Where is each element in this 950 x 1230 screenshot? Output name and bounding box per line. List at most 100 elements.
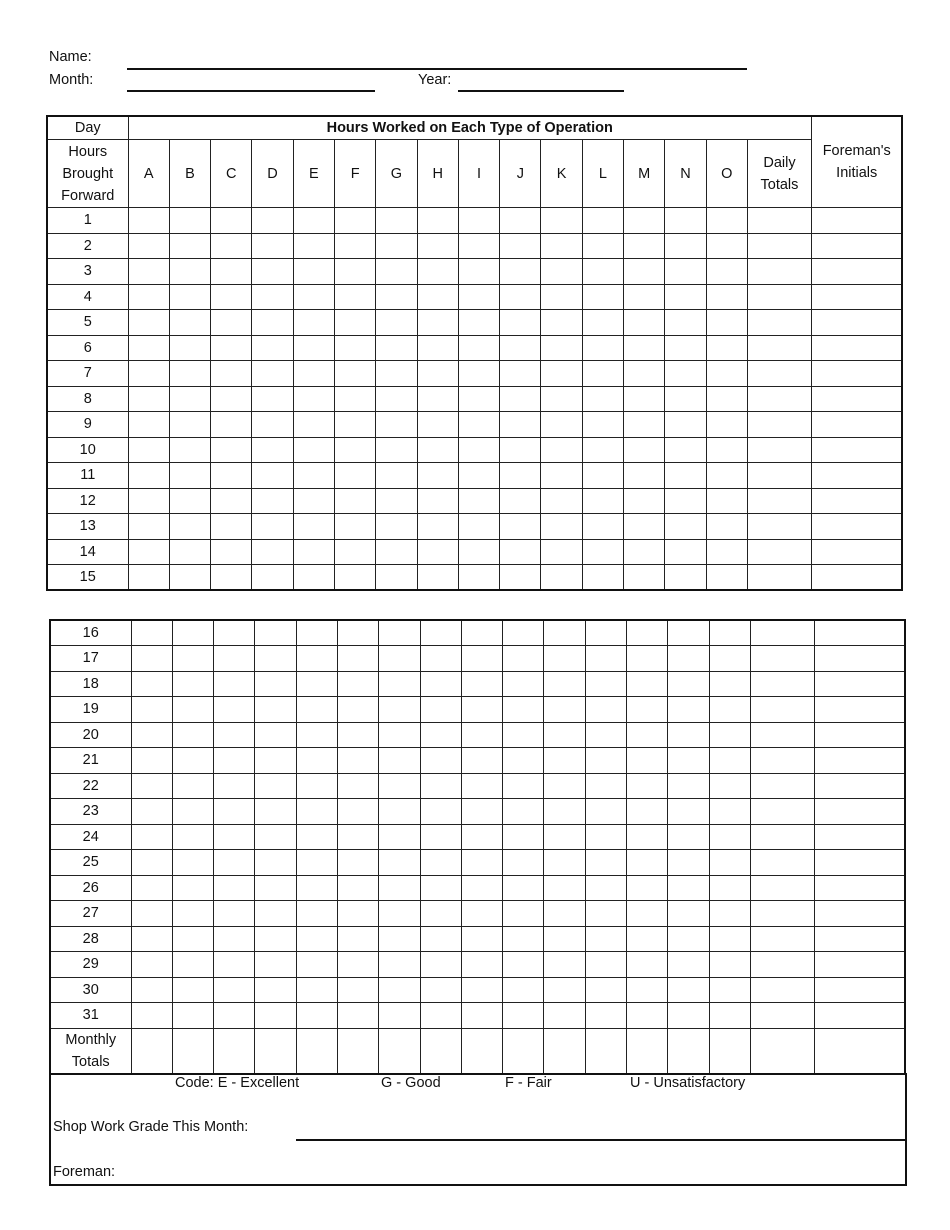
daily-total-cell[interactable]	[749, 925, 815, 952]
hours-cell-h[interactable]	[416, 360, 459, 387]
hours-cell-c[interactable]	[210, 462, 253, 489]
hours-cell-c[interactable]	[210, 360, 253, 387]
hours-cell-i[interactable]	[457, 538, 501, 565]
shop-grade-field[interactable]	[296, 1139, 905, 1141]
hours-cell-n[interactable]	[664, 258, 707, 285]
hours-cell-f[interactable]	[333, 309, 377, 336]
hours-cell-g[interactable]	[378, 798, 421, 825]
hours-cell-l[interactable]	[584, 874, 628, 901]
hours-cell-i[interactable]	[457, 436, 501, 463]
hours-cell-b[interactable]	[168, 411, 212, 438]
hours-cell-m[interactable]	[626, 976, 669, 1003]
hours-cell-b[interactable]	[171, 1027, 215, 1074]
hours-cell-b[interactable]	[168, 309, 212, 336]
hours-cell-a[interactable]	[130, 900, 173, 927]
hours-cell-j[interactable]	[502, 721, 545, 748]
hours-cell-d[interactable]	[251, 538, 294, 565]
hours-cell-e[interactable]	[292, 309, 335, 336]
hours-cell-l[interactable]	[584, 900, 628, 927]
hours-cell-j[interactable]	[499, 462, 542, 489]
daily-total-cell[interactable]	[749, 619, 815, 646]
hours-cell-o[interactable]	[708, 696, 751, 723]
hours-cell-e[interactable]	[292, 411, 335, 438]
hours-cell-h[interactable]	[419, 925, 462, 952]
hours-cell-k[interactable]	[543, 645, 586, 672]
hours-cell-n[interactable]	[664, 462, 707, 489]
hours-cell-g[interactable]	[378, 1002, 421, 1029]
hours-cell-h[interactable]	[419, 1027, 462, 1074]
hours-cell-a[interactable]	[127, 207, 170, 234]
hours-cell-a[interactable]	[127, 487, 170, 514]
hours-cell-n[interactable]	[667, 1027, 710, 1074]
hours-cell-c[interactable]	[213, 645, 256, 672]
hours-cell-g[interactable]	[378, 1027, 421, 1074]
hours-cell-d[interactable]	[254, 645, 297, 672]
hours-cell-h[interactable]	[416, 309, 459, 336]
hours-cell-j[interactable]	[499, 360, 542, 387]
hours-cell-l[interactable]	[581, 360, 625, 387]
hours-cell-d[interactable]	[254, 619, 297, 646]
hours-cell-k[interactable]	[540, 232, 583, 259]
hours-cell-j[interactable]	[502, 849, 545, 876]
hours-cell-l[interactable]	[584, 798, 628, 825]
hours-cell-d[interactable]	[254, 849, 297, 876]
hours-cell-b[interactable]	[171, 823, 215, 850]
hours-cell-b[interactable]	[171, 1002, 215, 1029]
hours-cell-a[interactable]	[127, 462, 170, 489]
hours-cell-f[interactable]	[336, 823, 380, 850]
hours-cell-k[interactable]	[540, 411, 583, 438]
hours-cell-h[interactable]	[419, 874, 462, 901]
hours-cell-j[interactable]	[499, 564, 542, 591]
hours-cell-j[interactable]	[502, 619, 545, 646]
hours-cell-a[interactable]	[127, 436, 170, 463]
hours-cell-k[interactable]	[540, 309, 583, 336]
hours-cell-o[interactable]	[708, 823, 751, 850]
hours-cell-e[interactable]	[295, 976, 338, 1003]
hours-cell-k[interactable]	[543, 976, 586, 1003]
daily-total-cell[interactable]	[749, 645, 815, 672]
hours-cell-m[interactable]	[626, 823, 669, 850]
hours-cell-g[interactable]	[375, 513, 418, 540]
hours-cell-m[interactable]	[626, 696, 669, 723]
hours-cell-i[interactable]	[460, 670, 504, 697]
hours-cell-i[interactable]	[460, 874, 504, 901]
foreman-initials-cell[interactable]	[810, 232, 903, 259]
hours-cell-o[interactable]	[708, 619, 751, 646]
hours-cell-c[interactable]	[213, 670, 256, 697]
hours-cell-o[interactable]	[705, 564, 748, 591]
foreman-initials-cell[interactable]	[813, 747, 906, 774]
hours-cell-f[interactable]	[333, 436, 377, 463]
hours-cell-c[interactable]	[210, 334, 253, 361]
hours-cell-i[interactable]	[457, 283, 501, 310]
hours-cell-m[interactable]	[623, 538, 666, 565]
hours-cell-l[interactable]	[584, 645, 628, 672]
hours-cell-i[interactable]	[460, 1002, 504, 1029]
hours-cell-d[interactable]	[254, 874, 297, 901]
hours-cell-a[interactable]	[130, 772, 173, 799]
foreman-initials-cell[interactable]	[813, 696, 906, 723]
hours-cell-f[interactable]	[336, 1027, 380, 1074]
hours-cell-d[interactable]	[251, 334, 294, 361]
hours-cell-m[interactable]	[626, 849, 669, 876]
hours-cell-k[interactable]	[543, 900, 586, 927]
daily-total-cell[interactable]	[749, 798, 815, 825]
daily-total-cell[interactable]	[749, 900, 815, 927]
hours-cell-e[interactable]	[295, 798, 338, 825]
hours-cell-o[interactable]	[705, 283, 748, 310]
hours-cell-d[interactable]	[251, 309, 294, 336]
hours-cell-d[interactable]	[254, 925, 297, 952]
hours-cell-m[interactable]	[623, 309, 666, 336]
hours-cell-j[interactable]	[502, 874, 545, 901]
hours-cell-n[interactable]	[664, 538, 707, 565]
hours-cell-o[interactable]	[705, 309, 748, 336]
year-field[interactable]	[458, 90, 624, 92]
hours-cell-l[interactable]	[584, 747, 628, 774]
hours-cell-c[interactable]	[210, 411, 253, 438]
hours-cell-h[interactable]	[419, 951, 462, 978]
hours-cell-l[interactable]	[581, 334, 625, 361]
foreman-initials-cell[interactable]	[810, 487, 903, 514]
hours-cell-j[interactable]	[499, 487, 542, 514]
foreman-initials-cell[interactable]	[813, 721, 906, 748]
foreman-initials-cell[interactable]	[810, 385, 903, 412]
hours-cell-j[interactable]	[499, 411, 542, 438]
